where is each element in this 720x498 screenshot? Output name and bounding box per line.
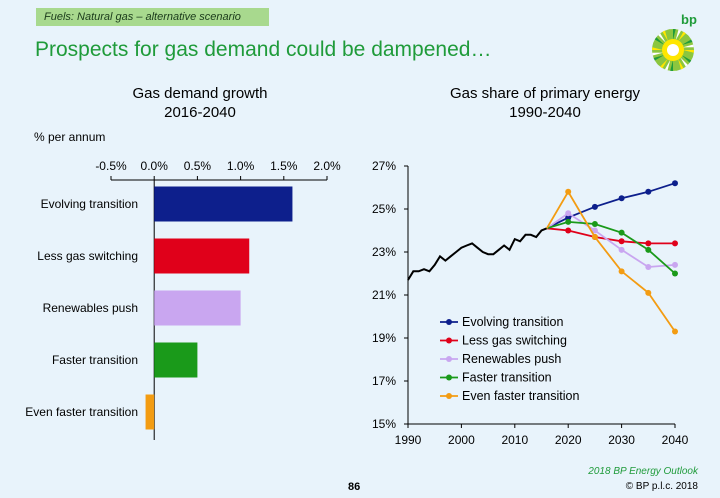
series-point-less-gas-switching [618, 238, 625, 245]
series-point-evolving-transition [645, 188, 652, 195]
series-point-evolving-transition [591, 203, 598, 210]
series-point-even-faster-transition [618, 268, 625, 275]
bar-x-tick-label: 1.5% [270, 159, 298, 173]
line-x-tick-label: 2010 [501, 433, 528, 447]
line-x-tick-label: 2040 [662, 433, 689, 447]
bar-category-label: Even faster transition [25, 405, 138, 419]
line-y-tick-label: 25% [372, 202, 396, 216]
series-point-even-faster-transition [672, 328, 678, 335]
line-x-tick-label: 2020 [555, 433, 582, 447]
series-line-even-faster-transition [546, 190, 676, 333]
legend-swatch-marker [446, 319, 452, 325]
series-point-renewables-push [565, 210, 572, 217]
series-point-faster-transition [565, 218, 572, 225]
legend-label: Evolving transition [462, 315, 563, 329]
series-point-renewables-push [618, 246, 625, 253]
series-point-even-faster-transition [591, 233, 598, 240]
bar-faster-transition [154, 342, 198, 378]
series-point-renewables-push [672, 261, 678, 268]
left-chart-title-line2: 2016-2040 [164, 104, 236, 121]
right-chart-title: Gas share of primary energy 1990-2040 [410, 84, 680, 122]
series-point-even-faster-transition [645, 289, 652, 296]
page-headline: Prospects for gas demand could be dampen… [35, 38, 492, 61]
line-y-tick-label: 15% [372, 417, 396, 431]
line-x-tick-label: 2030 [608, 433, 635, 447]
legend-label: Renewables push [462, 352, 561, 366]
bar-x-tick-label: 2.0% [313, 159, 341, 173]
footer-copyright: © BP p.l.c. 2018 [625, 481, 698, 492]
bar-renewables-push [154, 290, 241, 326]
bar-less-gas-switching [154, 238, 250, 274]
line-y-tick-label: 19% [372, 331, 396, 345]
series-point-even-faster-transition [565, 188, 572, 195]
bar-category-label: Evolving transition [41, 197, 138, 211]
left-chart-title: Gas demand growth 2016-2040 [90, 84, 310, 122]
bar-evolving-transition [154, 186, 293, 222]
series-point-less-gas-switching [672, 240, 678, 247]
legend-label: Faster transition [462, 371, 552, 385]
series-point-faster-transition [618, 229, 625, 236]
series-point-evolving-transition [565, 214, 572, 221]
line-x-tick-label: 1990 [395, 433, 422, 447]
bar-x-tick-label: 0.0% [141, 159, 169, 173]
left-chart-title-line1: Gas demand growth [132, 85, 268, 102]
bar-category-label: Less gas switching [37, 249, 138, 263]
series-point-less-gas-switching [645, 240, 652, 247]
bar-x-tick-label: 1.0% [227, 159, 255, 173]
line-y-tick-label: 17% [372, 374, 396, 388]
series-point-less-gas-switching [565, 227, 572, 234]
bar-even-faster-transition [145, 394, 155, 430]
line-x-tick-label: 2000 [448, 433, 475, 447]
series-line-renewables-push [546, 212, 676, 268]
bar-x-tick-label: -0.5% [95, 159, 127, 173]
legend-swatch-marker [446, 374, 452, 381]
left-chart-unit-label: % per annum [34, 130, 106, 144]
legend-swatch-marker [446, 393, 452, 399]
bp-helios-logo-icon [652, 29, 694, 71]
line-y-tick-label: 23% [372, 245, 396, 259]
bar-category-label: Faster transition [52, 353, 138, 367]
series-line-faster-transition [546, 220, 676, 275]
series-point-renewables-push [645, 264, 652, 271]
page-number: 86 [348, 481, 361, 493]
history-line [407, 227, 548, 281]
bar-x-tick-label: 0.5% [184, 159, 212, 173]
series-point-faster-transition [645, 246, 652, 253]
series-point-evolving-transition [672, 180, 678, 187]
section-tag: Fuels: Natural gas – alternative scenari… [36, 8, 269, 26]
right-chart-title-line1: Gas share of primary energy [449, 85, 641, 102]
series-line-evolving-transition [546, 182, 676, 230]
footer-source: 2018 BP Energy Outlook [588, 466, 698, 477]
series-point-faster-transition [591, 221, 598, 228]
series-point-evolving-transition [618, 195, 625, 202]
series-point-renewables-push [591, 227, 598, 234]
bp-brand-text: bp [681, 12, 697, 27]
line-y-tick-label: 21% [372, 288, 396, 302]
line-y-tick-label: 27% [372, 159, 396, 173]
bar-category-label: Renewables push [43, 301, 138, 315]
series-point-faster-transition [672, 270, 678, 277]
legend-swatch-marker [446, 337, 452, 344]
right-chart-title-line2: 1990-2040 [509, 104, 581, 121]
legend-swatch-marker [446, 356, 452, 362]
legend-label: Less gas switching [462, 334, 567, 348]
legend-label: Even faster transition [462, 389, 579, 403]
